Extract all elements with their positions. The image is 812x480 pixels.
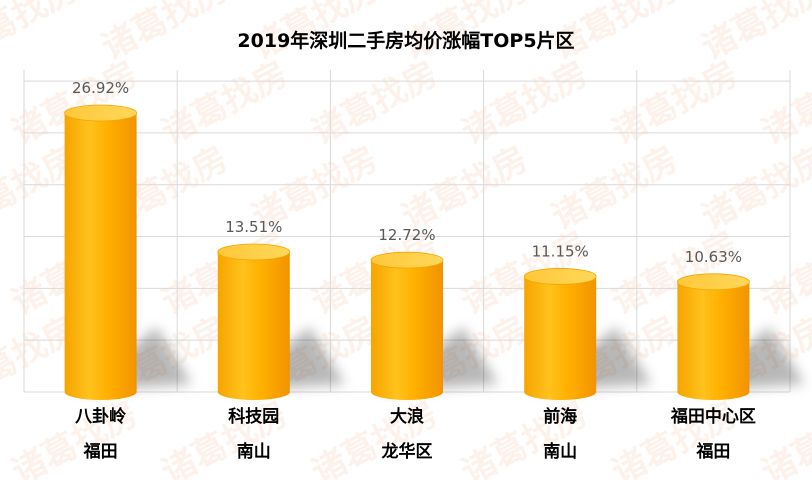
watermark-text: 诸葛找房 (395, 139, 534, 238)
watermark-text: 诸葛找房 (305, 54, 444, 153)
category-sublabel: 龙华区 (381, 441, 433, 462)
bar-top (370, 251, 444, 269)
watermark-text: 诸葛找房 (545, 139, 684, 238)
watermark-text: 诸葛找房 (695, 0, 812, 68)
bar (64, 104, 192, 400)
category-sublabel: 福田 (695, 441, 730, 462)
chart-title: 2019年深圳二手房均价涨幅TOP5片区 (237, 29, 574, 52)
watermark-text: 诸葛找房 (455, 54, 594, 153)
data-label: 10.63% (685, 248, 742, 266)
category-sublabel: 南山 (543, 441, 577, 462)
category-label: 八卦岭 (75, 406, 126, 427)
bar-top (64, 104, 137, 122)
category-sublabel: 福田 (83, 441, 118, 462)
watermark-text: 诸葛找房 (755, 54, 812, 153)
data-label: 11.15% (532, 242, 589, 260)
category-label: 前海 (543, 406, 577, 427)
bar-body (524, 276, 597, 400)
data-label: 13.51% (225, 218, 282, 236)
bar-top (217, 243, 291, 261)
watermark-text: 诸葛找房 (605, 54, 744, 153)
watermark-text: 诸葛找房 (0, 0, 84, 68)
bar (523, 268, 652, 400)
data-label: 12.72% (378, 226, 435, 244)
bars (64, 104, 805, 400)
category-sublabel: 南山 (237, 441, 271, 462)
data-labels: 26.92% 13.51% 12.72% 11.15% 10.63% (72, 79, 742, 266)
bar-top (677, 273, 750, 291)
category-label: 大浪 (390, 406, 424, 427)
category-label: 科技园 (228, 406, 279, 427)
bar (677, 273, 805, 400)
bar-body (371, 260, 443, 400)
category-label: 福田中心区 (670, 406, 756, 427)
bar-body (217, 251, 290, 400)
watermark-text: 诸葛找房 (695, 139, 812, 238)
bar (217, 243, 345, 400)
bar-top (523, 268, 597, 285)
bar-body (677, 281, 750, 400)
watermark-text: 诸葛找房 (155, 54, 294, 153)
bar (370, 251, 498, 400)
watermark-text: 诸葛找房 (755, 394, 812, 480)
bar-body (64, 113, 137, 400)
watermark-text: 诸葛找房 (755, 224, 812, 323)
data-label: 26.92% (72, 79, 129, 97)
